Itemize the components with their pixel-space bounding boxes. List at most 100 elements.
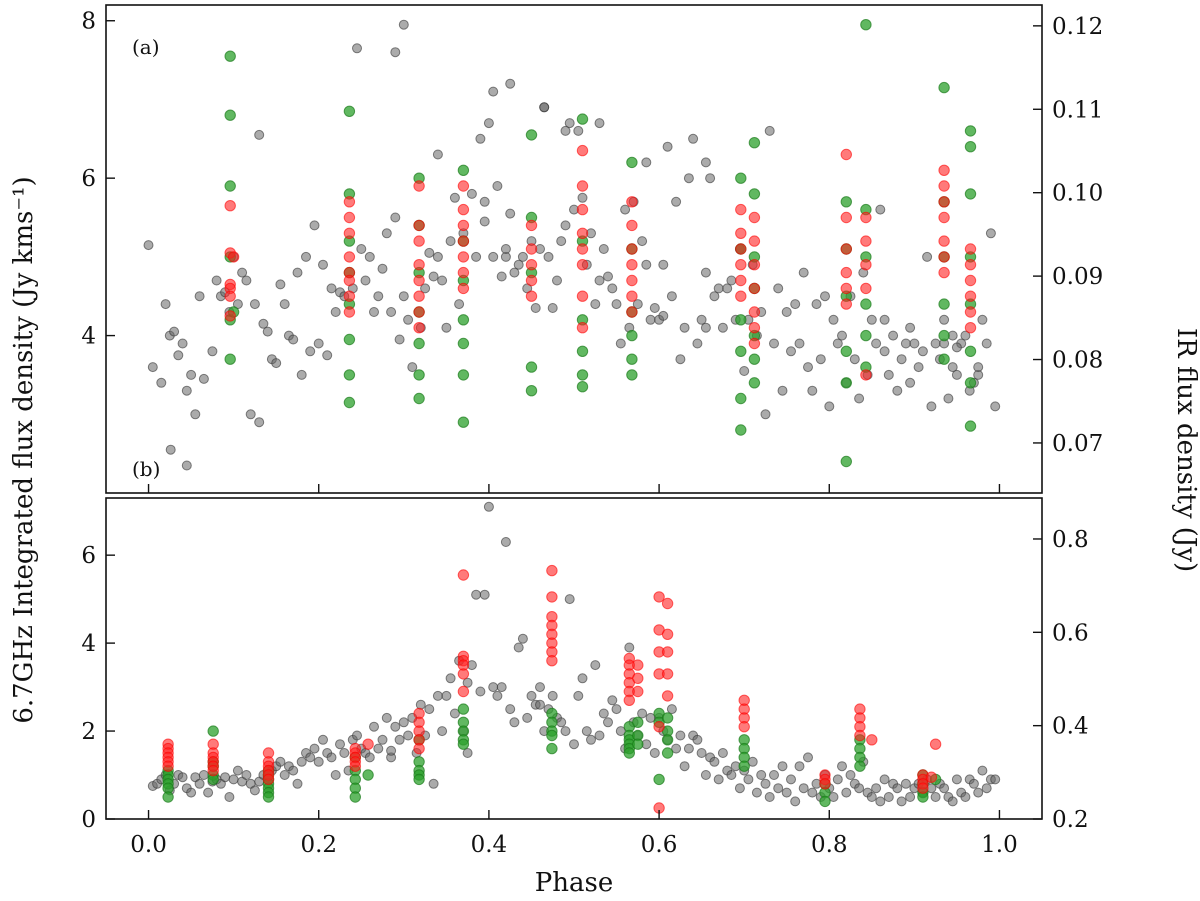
ir-point [751,787,762,798]
red-point [632,672,644,684]
panel-a: 4 6 8 0.07 0.08 0.09 0.10 0.11 0.12 (a) [81,4,1103,494]
ir-point [181,385,192,396]
left-tick-label: 4 [81,324,96,350]
ir-point [811,299,822,310]
red-point [413,180,425,192]
ir-point [926,401,937,412]
red-point [632,659,644,671]
ir-point [556,717,567,728]
red-point [748,306,761,318]
ir-point [526,690,537,701]
red-point [653,721,665,733]
ir-point [683,743,694,754]
ir-point [594,118,605,129]
ir-point [734,783,745,794]
ir-point [369,721,379,732]
ir-point [156,377,167,388]
ir-point [428,271,439,282]
x-axis-label: Phase [535,868,613,898]
ir-point [837,330,847,341]
red-point [457,668,470,680]
green-point [854,760,866,772]
green-point [735,314,747,326]
red-point [343,274,356,287]
ir-point [947,796,958,807]
green-point [819,795,831,808]
red-point [917,782,929,794]
right-tick-label: 0.6 [1052,620,1089,646]
green-point [860,19,872,31]
red-point [227,251,240,263]
left-tick-label: 4 [81,631,96,657]
ir-point [462,748,473,758]
ir-point [675,730,686,741]
green-point [735,345,747,357]
red-point [854,729,866,742]
red-point [661,597,674,610]
ir-point [241,770,252,780]
red-point [224,200,236,212]
green-point [576,381,589,393]
red-point [938,196,950,208]
ir-point [352,730,362,741]
ir-point [356,244,367,254]
ir-point [700,770,711,780]
left-tick-label: 2 [81,719,96,745]
green-point [224,353,236,365]
green-point [207,725,219,737]
ir-point [598,708,609,719]
green-point [457,314,470,326]
ir-point [828,314,839,325]
green-point [525,385,538,397]
ir-point [398,291,409,302]
red-point [343,251,356,263]
ir-point [318,734,328,745]
ir-point [594,730,605,741]
green-point [343,333,356,346]
red-point [224,310,236,322]
red-point [964,243,977,255]
panel-b-label: (b) [132,457,160,481]
ir-point [424,247,435,258]
red-point [457,266,470,279]
red-point [413,290,425,302]
ir-point [683,173,694,184]
ir-point [254,129,265,140]
red-point [349,760,361,772]
ir-point [781,787,792,798]
ir-point [424,704,435,715]
ir-point [475,133,486,144]
ir-point [288,334,299,345]
red-point [661,646,674,658]
ir-point [641,259,652,270]
red-point [546,591,558,603]
left-tick-label: 6 [81,543,96,569]
ir-point [692,734,703,745]
ir-point [437,275,448,286]
ir-point [573,690,584,701]
ir-point [603,717,613,728]
ir-point [807,385,818,396]
ir-point [790,796,801,807]
green-point [457,416,470,428]
ir-point [837,761,847,772]
ir-point [786,346,796,357]
ir-point [305,346,316,357]
ir-point [981,783,992,794]
ir-point [296,756,307,767]
red-point [938,251,950,263]
ir-point [875,204,886,215]
red-point [626,243,638,255]
ir-point [288,765,299,776]
green-point [262,791,275,803]
green-point [576,369,589,381]
ir-point [275,279,286,290]
ir-point [700,267,711,278]
red-point [413,274,425,287]
green-point [938,81,950,94]
ir-point [615,338,626,349]
ir-point [990,774,1001,785]
ir-point [841,787,852,798]
red-point [938,211,950,224]
ir-point [509,717,520,728]
